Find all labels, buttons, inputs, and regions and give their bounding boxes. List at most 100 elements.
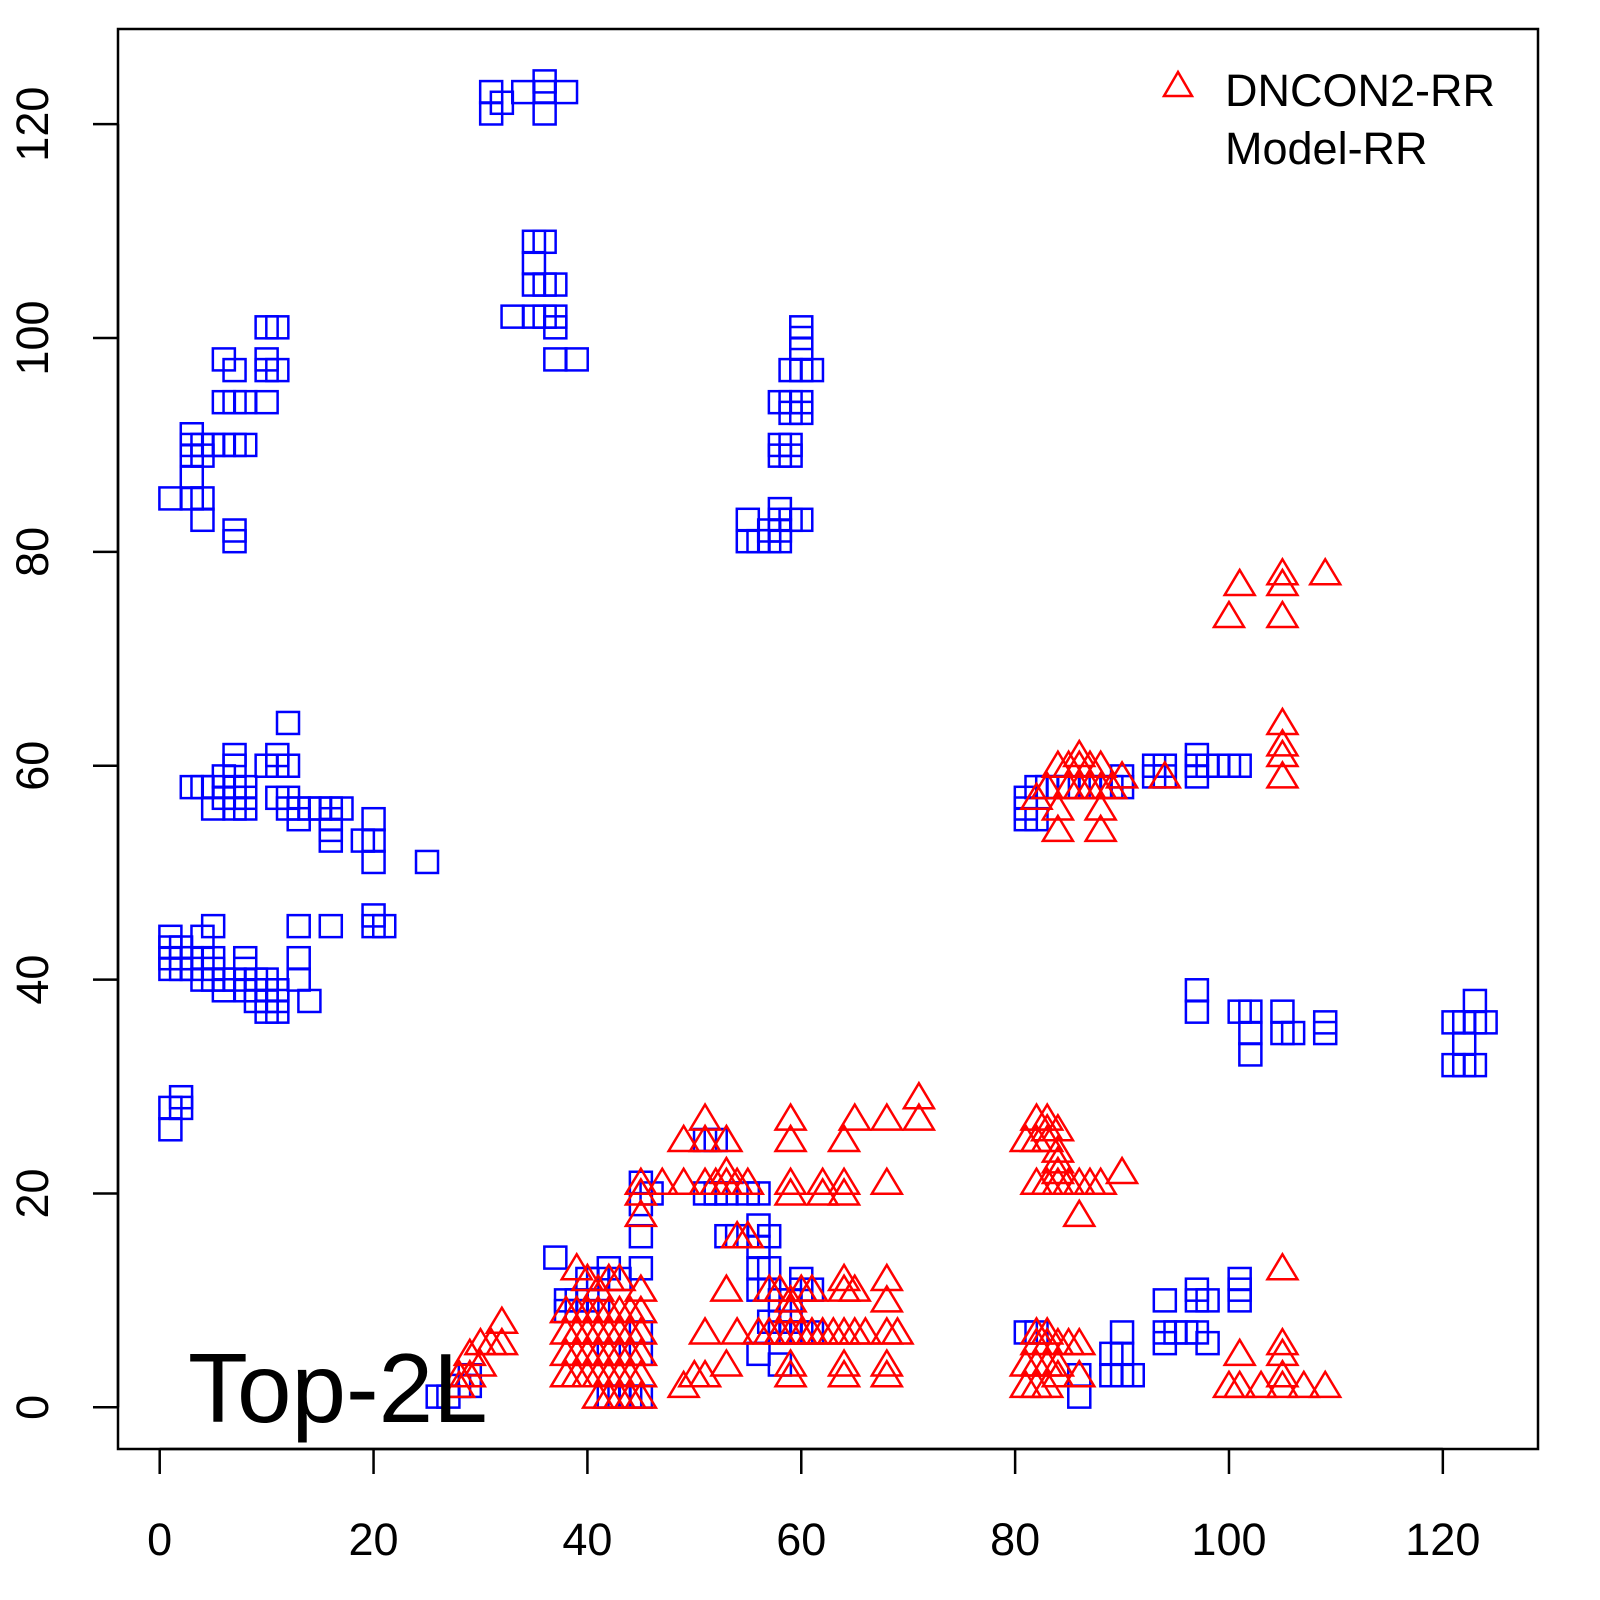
triangle-point bbox=[709, 1273, 744, 1302]
triangle-point bbox=[623, 1358, 659, 1388]
square-point bbox=[543, 347, 568, 372]
square-point bbox=[158, 486, 183, 511]
triangle-point bbox=[463, 1348, 498, 1377]
triangle-point bbox=[666, 1369, 701, 1399]
triangle-point bbox=[1265, 1358, 1300, 1388]
square-point bbox=[232, 432, 258, 458]
triangle-point bbox=[1040, 1144, 1076, 1174]
triangle-point bbox=[773, 1123, 808, 1153]
triangle-point bbox=[1265, 727, 1300, 757]
triangle-point bbox=[623, 1198, 659, 1228]
square-point bbox=[628, 1256, 654, 1281]
triangle-point bbox=[1308, 556, 1343, 586]
triangle-point bbox=[1222, 1369, 1257, 1399]
triangle-point bbox=[901, 1080, 937, 1110]
square-point bbox=[1184, 999, 1210, 1024]
y-tick-label: 100 bbox=[7, 300, 58, 375]
y-axis: 0 20 40 60 80 100 120 bbox=[7, 87, 120, 1420]
square-point bbox=[521, 250, 547, 276]
square-point bbox=[564, 347, 589, 372]
square-point bbox=[789, 1266, 814, 1292]
square-point bbox=[179, 464, 205, 490]
triangle-point bbox=[687, 1102, 723, 1131]
triangle-point bbox=[623, 1337, 659, 1367]
triangle-point bbox=[645, 1166, 680, 1195]
triangle-point bbox=[1083, 813, 1118, 843]
triangle-point bbox=[1222, 567, 1257, 597]
square-point bbox=[511, 79, 536, 105]
data-marks bbox=[158, 69, 1498, 1409]
y-tick-label: 40 bbox=[7, 955, 58, 1005]
triangle-point bbox=[1265, 759, 1300, 789]
square-point bbox=[789, 389, 814, 415]
square-point bbox=[1462, 988, 1488, 1014]
square-point bbox=[275, 753, 301, 778]
square-point bbox=[222, 742, 247, 768]
square-point bbox=[746, 1341, 771, 1367]
triangle-point bbox=[1029, 770, 1065, 800]
triangle-point bbox=[1265, 1369, 1300, 1399]
triangle-point bbox=[1308, 1369, 1343, 1399]
triangle-point bbox=[1040, 792, 1076, 821]
triangle-point bbox=[602, 1262, 637, 1292]
square-point bbox=[286, 967, 311, 992]
square-point bbox=[1184, 1320, 1210, 1345]
triangle-point bbox=[837, 1102, 872, 1131]
triangle-point bbox=[687, 1123, 723, 1153]
triangle-point bbox=[1083, 792, 1118, 821]
triangle-point bbox=[826, 1262, 862, 1292]
x-tick-label: 120 bbox=[1405, 1514, 1480, 1565]
square-point bbox=[532, 101, 557, 126]
triangle-point bbox=[837, 1316, 872, 1345]
square-point bbox=[211, 347, 237, 372]
triangle-point bbox=[1104, 1155, 1140, 1185]
triangle-point bbox=[666, 1123, 701, 1153]
triangle-point bbox=[880, 1316, 915, 1345]
square-point bbox=[1227, 1266, 1252, 1292]
triangle-point bbox=[762, 1273, 798, 1302]
triangle-point bbox=[709, 1123, 744, 1153]
triangle-point bbox=[901, 1102, 937, 1131]
triangle-point bbox=[1265, 1337, 1300, 1367]
square-point bbox=[1312, 1010, 1338, 1035]
triangle-point bbox=[826, 1316, 862, 1345]
square-point bbox=[778, 432, 803, 458]
y-tick-label: 80 bbox=[7, 527, 58, 577]
y-tick-label: 20 bbox=[7, 1168, 58, 1218]
square-point bbox=[265, 357, 290, 383]
square-point bbox=[190, 486, 215, 511]
triangle-point bbox=[826, 1166, 862, 1195]
square-point bbox=[500, 304, 525, 329]
triangle-point bbox=[730, 1219, 766, 1249]
square-point bbox=[158, 1117, 183, 1142]
legend: DNCON2-RR Model-RR bbox=[1161, 65, 1495, 174]
triangle-point bbox=[773, 1166, 808, 1195]
triangle-point bbox=[1265, 567, 1300, 597]
triangle-point bbox=[1072, 1166, 1108, 1195]
square-point bbox=[1270, 999, 1295, 1024]
triangle-point bbox=[773, 1358, 808, 1388]
square-point bbox=[222, 518, 247, 543]
x-tick-label: 100 bbox=[1191, 1514, 1266, 1565]
y-tick-label: 60 bbox=[7, 741, 58, 791]
triangle-point bbox=[441, 1369, 477, 1399]
triangle-point bbox=[1062, 1358, 1097, 1388]
triangle-point bbox=[826, 1273, 862, 1302]
square-point bbox=[361, 806, 386, 832]
square-point bbox=[1227, 753, 1252, 778]
square-point bbox=[232, 774, 258, 800]
legend-label-dncon2: DNCON2-RR bbox=[1225, 65, 1495, 116]
series-model-rr bbox=[158, 69, 1498, 1409]
square-point bbox=[1238, 1042, 1263, 1067]
square-point bbox=[1109, 1320, 1135, 1345]
triangle-point bbox=[773, 1177, 808, 1206]
triangle-point bbox=[623, 1294, 659, 1324]
triangle-point bbox=[1040, 1155, 1076, 1185]
square-point bbox=[361, 849, 386, 875]
square-point bbox=[1152, 753, 1178, 778]
legend-triangle-icon bbox=[1161, 69, 1195, 98]
triangle-point bbox=[848, 1316, 883, 1345]
triangle-point bbox=[1029, 1316, 1065, 1345]
triangle-point bbox=[869, 1316, 905, 1345]
